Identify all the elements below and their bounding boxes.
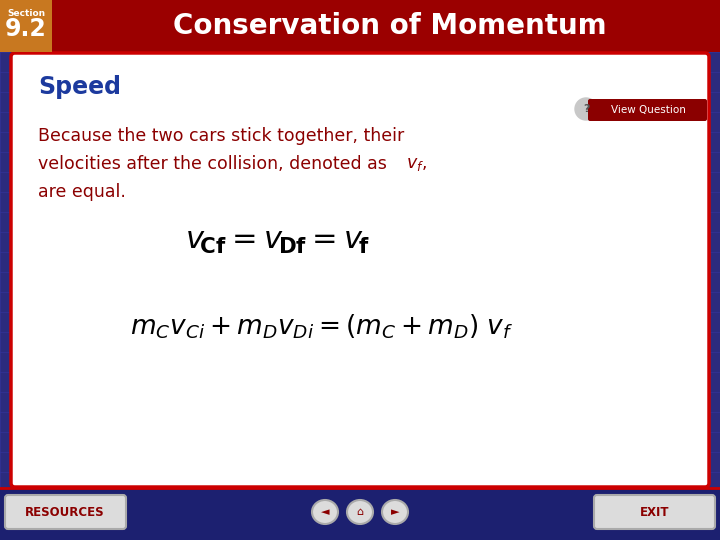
Text: ⌂: ⌂ [356,507,364,517]
Text: ?: ? [582,104,589,114]
FancyBboxPatch shape [5,495,126,529]
Text: ►: ► [391,507,400,517]
Text: Speed: Speed [38,75,121,99]
Circle shape [575,98,597,120]
Ellipse shape [382,500,408,524]
FancyBboxPatch shape [594,495,715,529]
FancyBboxPatch shape [11,53,709,487]
Text: View Question: View Question [611,105,685,115]
Text: $\mathit{v}_f,$: $\mathit{v}_f,$ [406,155,427,173]
Text: are equal.: are equal. [38,183,126,201]
Text: $\mathbf{\mathit{v}}_{\!\mathbf{Cf}} = \mathbf{\mathit{v}}_{\!\mathbf{Df}} = \ma: $\mathbf{\mathit{v}}_{\!\mathbf{Cf}} = \… [185,227,369,256]
Text: ◄: ◄ [320,507,329,517]
Ellipse shape [312,500,338,524]
FancyBboxPatch shape [588,99,707,121]
Text: 9.2: 9.2 [5,17,47,41]
FancyBboxPatch shape [0,0,52,52]
Text: Because the two cars stick together, their: Because the two cars stick together, the… [38,127,404,145]
Text: RESOURCES: RESOURCES [25,505,105,518]
Text: velocities after the collision, denoted as: velocities after the collision, denoted … [38,155,392,173]
FancyBboxPatch shape [0,0,720,52]
Text: $\mathit{m}_C\mathbf{\mathit{v}}_{Ci} + \mathit{m}_D\mathbf{\mathit{v}}_{Di} = (: $\mathit{m}_C\mathbf{\mathit{v}}_{Ci} + … [130,313,513,341]
Text: Conservation of Momentum: Conservation of Momentum [174,12,607,40]
Ellipse shape [347,500,373,524]
Text: EXIT: EXIT [640,505,670,518]
FancyBboxPatch shape [0,488,720,540]
Text: Section: Section [7,9,45,18]
